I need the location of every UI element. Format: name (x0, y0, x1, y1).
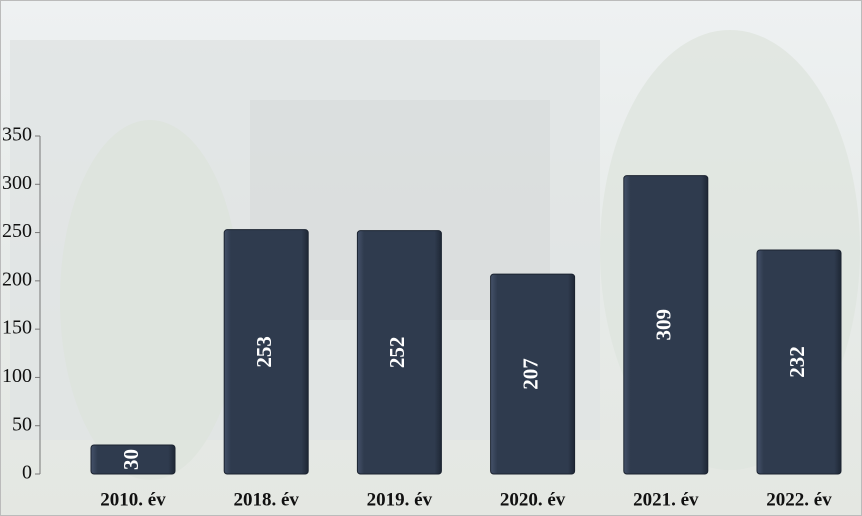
bar (356, 230, 442, 475)
y-tick-label: 200 (2, 268, 32, 290)
data-label: 252 (385, 337, 409, 369)
x-tick-label: 2010. év (100, 489, 166, 510)
y-tick-label: 100 (2, 365, 32, 387)
x-tick-label: 2018. év (233, 489, 299, 510)
data-label: 30 (119, 449, 143, 470)
x-tick-label: 2021. év (633, 489, 699, 510)
y-tick-label: 350 (2, 124, 32, 146)
bar (223, 229, 309, 475)
y-tick-label: 0 (22, 462, 32, 484)
data-label: 253 (252, 336, 276, 368)
data-label: 309 (652, 309, 676, 341)
data-label: 207 (518, 358, 542, 390)
data-label: 232 (785, 346, 809, 378)
bar (756, 249, 842, 475)
y-tick-label: 300 (2, 172, 32, 194)
y-tick-label: 50 (12, 413, 32, 435)
x-tick-label: 2022. év (766, 489, 832, 510)
y-tick-label: 250 (2, 220, 32, 242)
y-tick-label: 150 (2, 317, 32, 339)
x-tick-label: 2020. év (500, 489, 566, 510)
bar (90, 444, 176, 475)
bar (490, 273, 576, 475)
bar (623, 175, 709, 475)
x-tick-label: 2019. év (367, 489, 433, 510)
